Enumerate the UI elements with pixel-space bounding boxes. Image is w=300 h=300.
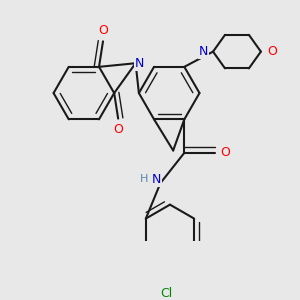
Text: O: O xyxy=(98,24,108,37)
Text: N: N xyxy=(199,45,208,58)
Text: Cl: Cl xyxy=(160,287,172,300)
Text: N: N xyxy=(135,57,144,70)
Text: N: N xyxy=(152,172,161,186)
Text: O: O xyxy=(267,45,277,58)
Text: H: H xyxy=(140,174,149,184)
Text: O: O xyxy=(220,146,230,159)
Text: O: O xyxy=(113,123,123,136)
